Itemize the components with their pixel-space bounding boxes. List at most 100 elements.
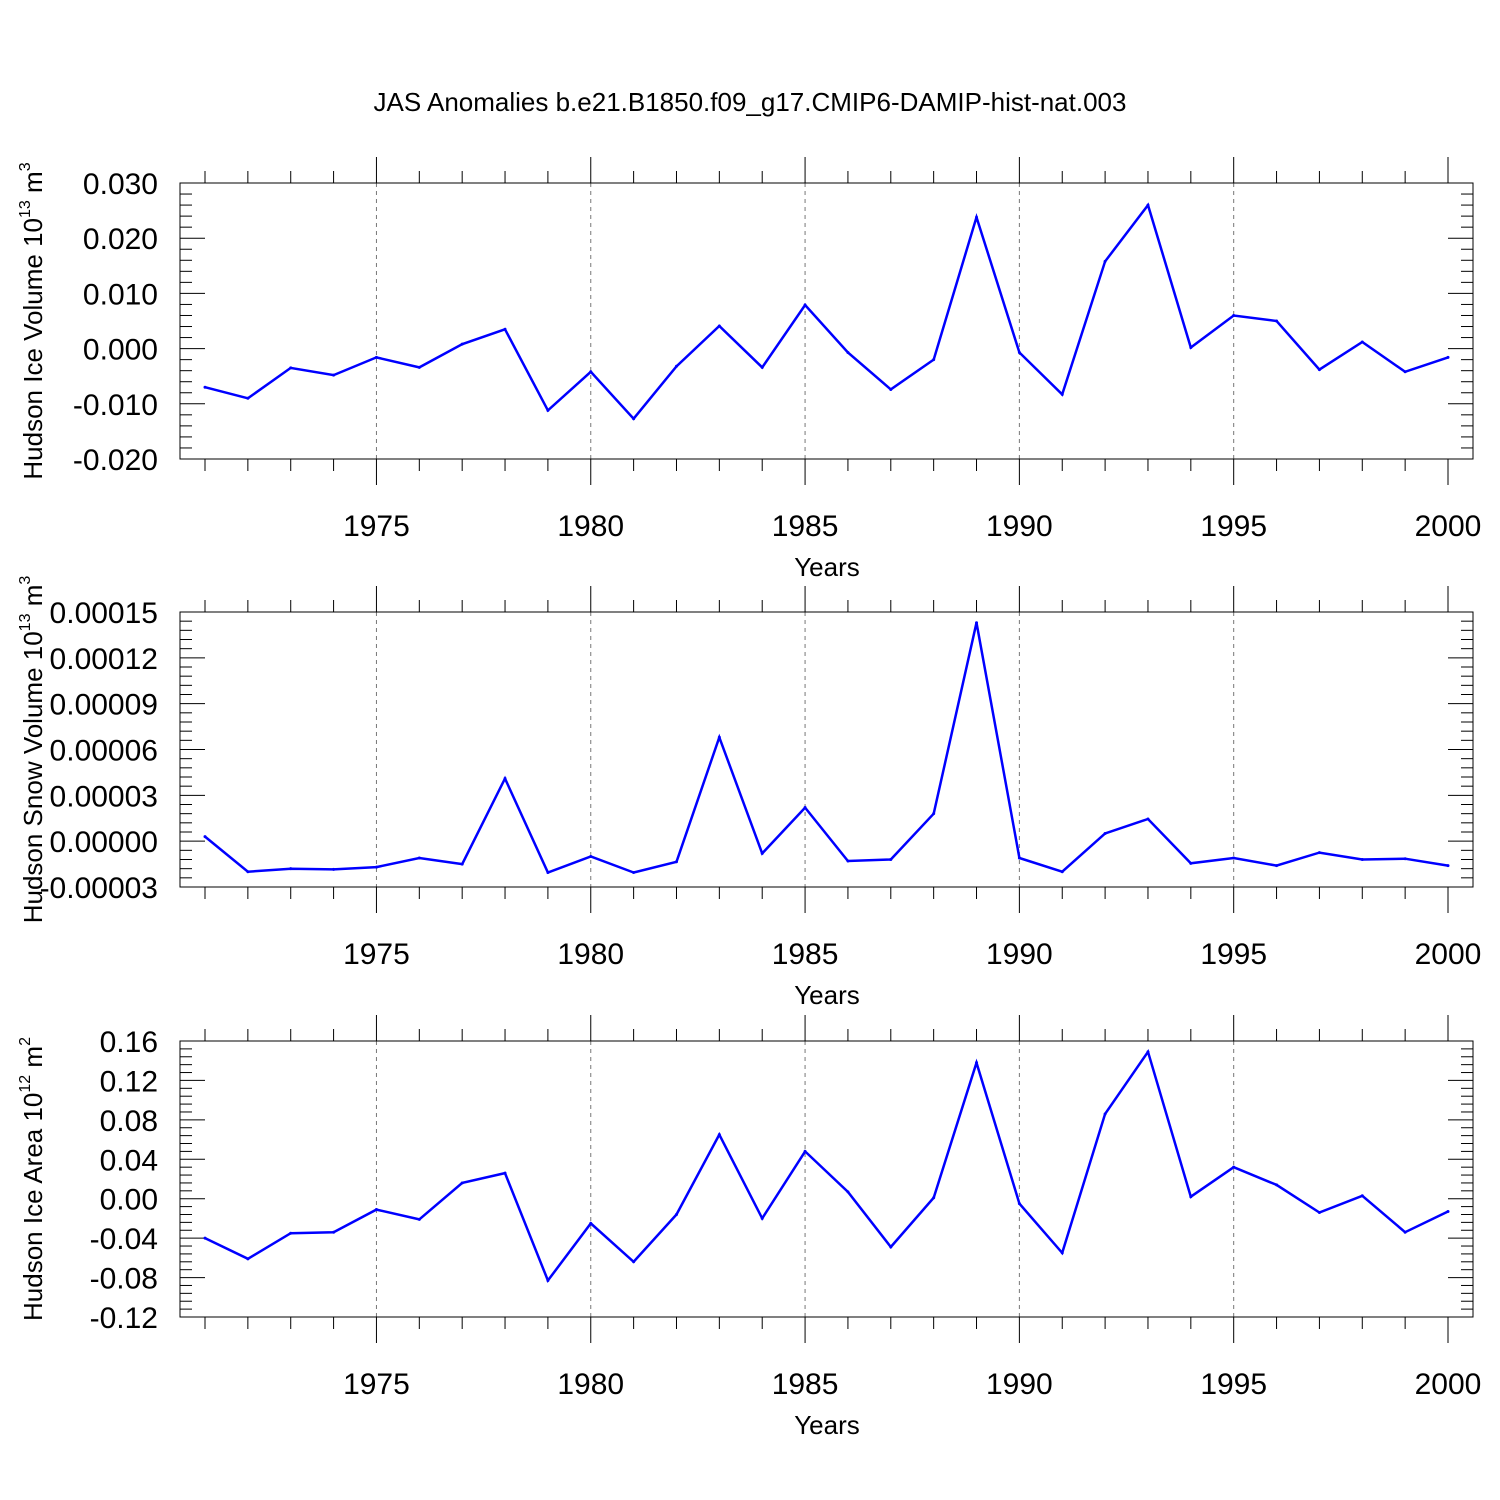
data-point [674,860,678,864]
x-tick-label: 1995 [1200,938,1267,971]
y-tick-label: 0.000 [83,334,158,367]
x-tick-label: 1980 [557,1368,624,1401]
x-axis-label: Years [794,552,860,582]
data-point [803,303,807,307]
x-tick-label: 2000 [1415,938,1482,971]
data-point [632,870,636,874]
data-point [374,865,378,869]
data-point [503,327,507,331]
x-tick-label: 2000 [1415,510,1482,543]
data-point [203,385,207,389]
data-point [1446,1210,1450,1214]
data-point [1275,1183,1279,1187]
y-tick-label: -0.04 [90,1223,158,1256]
data-point [332,373,336,377]
figure-title: JAS Anomalies b.e21.B1850.f09_g17.CMIP6-… [374,87,1127,117]
data-point [460,342,464,346]
data-point [846,350,850,354]
x-tick-label: 1990 [986,510,1053,543]
x-tick-label: 1975 [343,510,410,543]
x-tick-label: 1990 [986,938,1053,971]
data-point [674,364,678,368]
series-line [204,1048,1449,1284]
data-point [417,856,421,860]
data-point [289,366,293,370]
data-point [289,1231,293,1235]
data-point [203,1236,207,1240]
x-axis-label: Years [794,1410,860,1440]
data-point [546,1279,550,1283]
series-line [204,622,1449,875]
panel-3: 0.16 0.12 0.08 0.04 0.00 -0.04 -0.08 -0.12 1975 1… [17,1015,1481,1440]
x-tick-label: 1995 [1200,1368,1267,1401]
y-tick-label: 0.00009 [50,689,158,722]
x-tick-label: 1980 [557,938,624,971]
data-point [674,1212,678,1216]
data-point [932,358,936,362]
y-tick-label: 0.010 [83,278,158,311]
data-point [932,812,936,816]
data-point [717,1133,721,1137]
x-tick-label: 1975 [343,1368,410,1401]
data-point [546,408,550,412]
data-point [1189,345,1193,349]
plot-frame [179,182,1474,460]
y-tick-label: 0.12 [100,1065,158,1098]
plot-frame [179,611,1474,888]
data-point [975,215,979,219]
x-tick-label: 1990 [986,1368,1053,1401]
series-line [204,202,1449,421]
data-point [246,396,250,400]
data-point [760,1216,764,1220]
y-tick-label: -0.020 [73,444,158,477]
data-point [1446,864,1450,868]
data-point [1146,1050,1150,1054]
data-point [503,1171,507,1175]
data-point [632,417,636,421]
x-tick-label: 1985 [772,510,839,543]
data-point [1232,1165,1236,1169]
data-point [1275,319,1279,323]
x-tick-label: 1985 [772,938,839,971]
y-axis-label: Hudson Ice Area 1012 m2 [17,1037,48,1321]
data-point [846,1190,850,1194]
x-tick-label: 1980 [557,510,624,543]
data-point [1403,370,1407,374]
data-point [889,387,893,391]
data-point [975,1061,979,1065]
data-point [246,870,250,874]
data-point [589,370,593,374]
data-point [589,854,593,858]
data-point [289,867,293,871]
data-point [1232,856,1236,860]
data-point [1103,259,1107,263]
data-point [1060,1251,1064,1255]
data-point [1403,1230,1407,1234]
y-tick-label: 0.00006 [50,735,158,768]
data-point [1403,857,1407,861]
data-point [1017,856,1021,860]
data-point [1060,870,1064,874]
data-point [889,1245,893,1249]
y-tick-label: 0.020 [83,223,158,256]
data-point [460,862,464,866]
data-point [1017,350,1021,354]
data-point [332,1230,336,1234]
data-point [1189,1195,1193,1199]
data-point [1146,817,1150,821]
x-axis-label: Years [794,980,860,1010]
data-point [803,1149,807,1153]
panel-1: 0.030 0.020 0.010 0.000 -0.010 -0.020 1975 1980… [17,157,1481,582]
y-axis-label: Hudson Ice Volume 1013 m3 [17,162,48,479]
data-point [1017,1202,1021,1206]
data-point [374,355,378,359]
y-tick-label: 0.00000 [50,826,158,859]
y-tick-label: -0.12 [90,1302,158,1335]
data-point [546,870,550,874]
plot-frame [179,1040,1474,1318]
x-tick-label: 1975 [343,938,410,971]
y-axis-label: Hudson Snow Volume 1013 m3 [17,576,48,924]
data-point [503,777,507,781]
y-tick-label: 0.08 [100,1105,158,1138]
